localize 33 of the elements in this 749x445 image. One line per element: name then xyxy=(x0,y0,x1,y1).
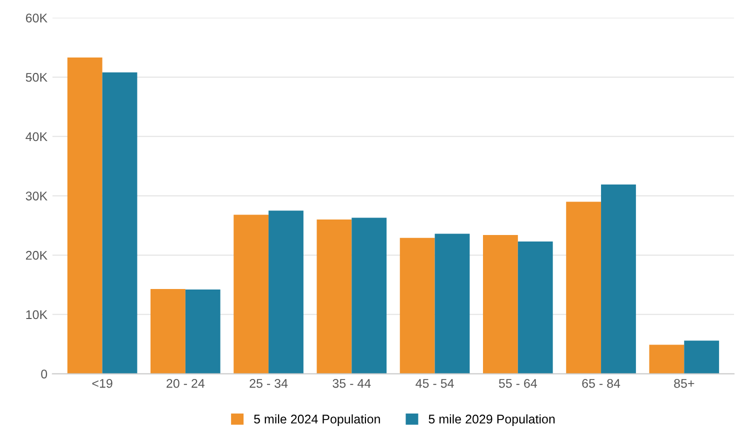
bar xyxy=(268,210,304,374)
bar xyxy=(316,220,352,374)
y-tick-label: 30K xyxy=(26,192,48,200)
bar xyxy=(684,340,720,374)
x-tick-label: 65 - 84 xyxy=(582,378,620,388)
bar xyxy=(150,288,186,374)
y-tick-label: 60K xyxy=(26,14,48,22)
bar xyxy=(434,234,470,374)
bar xyxy=(352,218,387,374)
x-tick-label: 25 - 34 xyxy=(250,378,288,388)
x-tick-label: 55 - 64 xyxy=(498,378,537,388)
bar xyxy=(482,234,518,374)
bar xyxy=(234,214,269,374)
bar xyxy=(102,72,138,374)
legend-label: 5 mile 2029 Population xyxy=(428,414,555,426)
y-tick-label: 0 xyxy=(41,370,48,378)
bar xyxy=(601,184,636,374)
x-tick-label: 20 - 24 xyxy=(166,378,205,388)
bar xyxy=(185,290,220,374)
legend-label: 5 mile 2024 Population xyxy=(254,414,380,426)
bar xyxy=(67,58,102,374)
x-tick-label: 45 - 54 xyxy=(416,379,454,388)
y-tick-label: 20K xyxy=(26,250,48,260)
x-tick-label: <19 xyxy=(92,378,112,388)
y-tick-label: 10K xyxy=(26,310,48,320)
bar xyxy=(649,344,684,374)
bar xyxy=(400,238,435,374)
bar xyxy=(518,241,553,374)
x-tick-label: 85+ xyxy=(674,378,694,388)
bar xyxy=(566,202,602,374)
x-tick-label: 35 - 44 xyxy=(332,378,371,388)
y-tick-label: 50K xyxy=(26,72,48,82)
y-tick-label: 40K xyxy=(26,132,48,142)
